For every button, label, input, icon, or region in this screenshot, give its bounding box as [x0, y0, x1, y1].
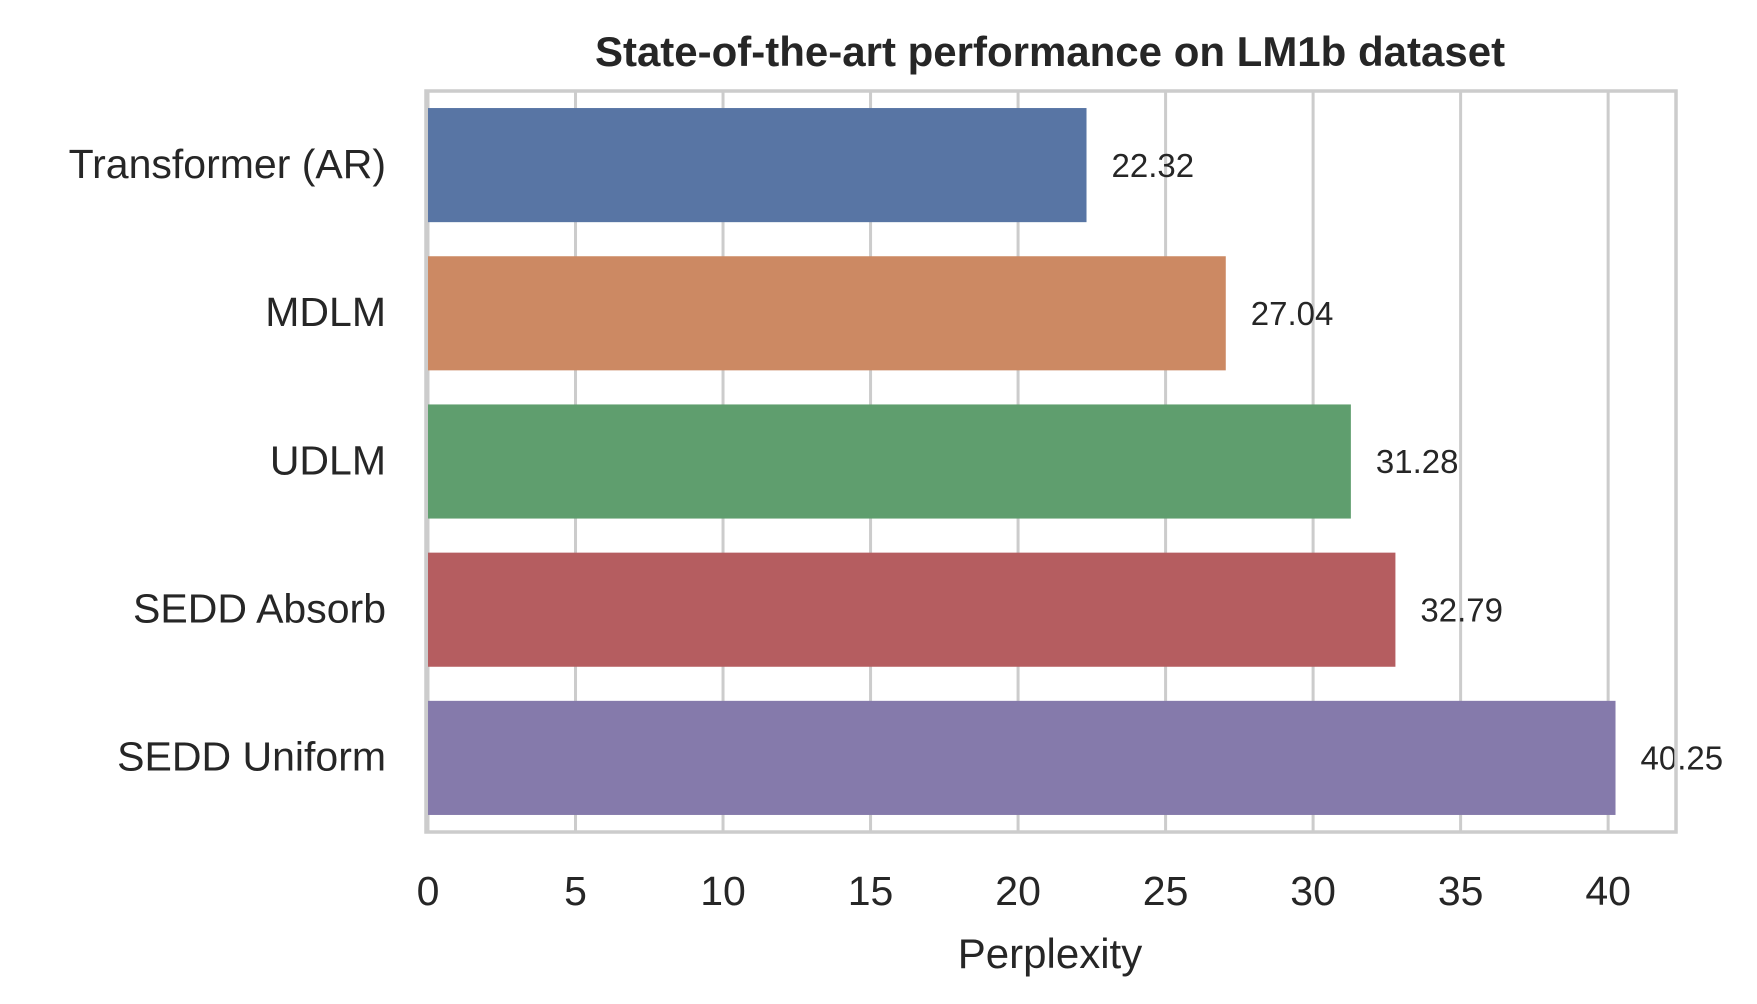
category-label: SEDD Uniform	[117, 734, 386, 780]
plot-frame	[424, 89, 1678, 834]
x-tick-label: 20	[995, 868, 1041, 914]
bar	[428, 552, 1396, 667]
chart-title: State-of-the-art performance on LM1b dat…	[595, 28, 1505, 75]
x-tick-label: 25	[1143, 868, 1189, 914]
category-label: UDLM	[270, 437, 386, 483]
y-category-labels: Transformer (AR) MDLM UDLM SEDD Absorb SEDD …	[69, 141, 386, 780]
bar-layer: 22.32 27.04 31.28 32.79 40.25	[428, 108, 1723, 815]
x-tick-label: 15	[848, 868, 894, 914]
category-label: SEDD Absorb	[133, 586, 386, 632]
bar	[428, 108, 1087, 223]
bar-value-label: 22.32	[1112, 147, 1195, 184]
x-tick-label: 35	[1438, 868, 1484, 914]
bar	[428, 700, 1616, 815]
category-label: Transformer (AR)	[69, 141, 386, 187]
x-tick-label: 40	[1585, 868, 1631, 914]
bar-value-label: 27.04	[1251, 295, 1334, 332]
category-label: MDLM	[265, 289, 386, 335]
x-axis-title: Perplexity	[958, 930, 1142, 977]
bar-value-label: 32.79	[1420, 591, 1503, 628]
bar	[428, 404, 1351, 519]
bar-value-label: 31.28	[1376, 443, 1459, 480]
x-tick-label: 30	[1290, 868, 1336, 914]
x-tick-label: 5	[564, 868, 587, 914]
bar	[428, 256, 1226, 371]
x-tick-labels: 0 5 10 15 20 25 30 35 40	[417, 868, 1631, 914]
x-tick-label: 10	[700, 868, 746, 914]
bar-value-label: 40.25	[1641, 740, 1724, 777]
x-tick-label: 0	[417, 868, 440, 914]
